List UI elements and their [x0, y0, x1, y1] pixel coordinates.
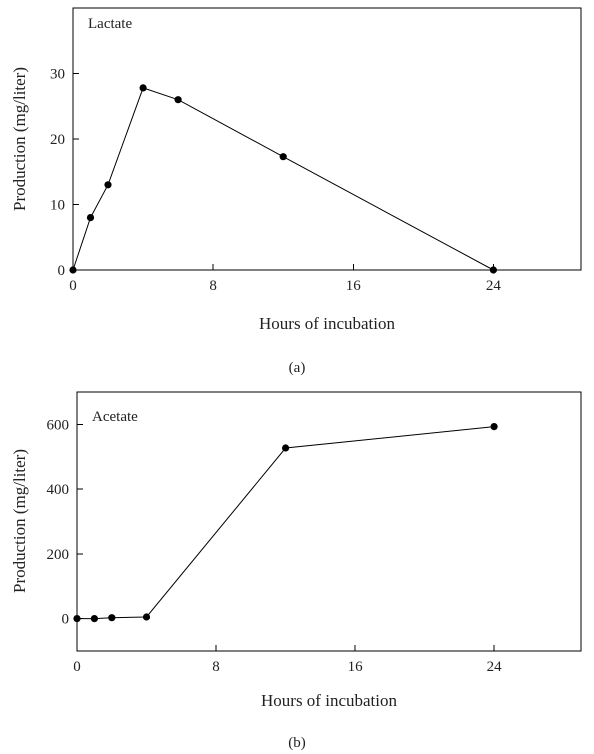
y-tick-label-b-2: 400	[47, 482, 70, 498]
x-axis-ticks-b: 0 8 16 24	[73, 645, 502, 675]
x-tick-label-a-3: 24	[486, 278, 502, 294]
data-point-b-2	[108, 614, 116, 622]
y-tick-label-a-1: 10	[50, 198, 65, 214]
data-point-a-3	[139, 84, 147, 92]
data-point-b-1	[90, 615, 98, 623]
x-axis-ticks-a: 0 8 16 24	[69, 264, 501, 294]
data-point-b-3	[142, 613, 151, 621]
series-annotation-a: Lactate	[88, 16, 132, 32]
y-axis-ticks-b: 0 200 400 600	[47, 417, 83, 628]
panel-label-b: (b)	[288, 735, 306, 751]
data-point-a-2	[104, 181, 112, 189]
y-tick-label-b-1: 200	[47, 547, 70, 563]
series-line-a	[72, 87, 494, 271]
y-tick-label-b-3: 600	[47, 417, 70, 433]
series-lactate	[69, 84, 497, 274]
x-tick-label-b-3: 24	[487, 659, 503, 675]
series-annotation-b: Acetate	[92, 409, 138, 425]
y-tick-label-a-0: 0	[58, 263, 66, 279]
panel-a: Lactate 0 8 16 24 0 10 20 30 Hours of incubati…	[10, 7, 582, 376]
y-tick-label-a-2: 20	[50, 132, 65, 148]
data-point-a-0	[69, 266, 77, 274]
series-line-b	[77, 426, 495, 620]
y-axis-label-a: Production (mg/liter)	[10, 67, 29, 211]
y-tick-label-b-0: 0	[62, 612, 70, 628]
y-tick-label-a-3: 30	[50, 67, 65, 83]
data-point-a-5	[279, 153, 287, 161]
y-axis-label-b: Production (mg/liter)	[10, 449, 29, 593]
panel-label-a: (a)	[289, 360, 306, 376]
data-point-a-4	[174, 96, 182, 104]
data-point-a-1	[86, 214, 95, 222]
x-tick-label-a-1: 8	[209, 278, 217, 294]
x-tick-label-b-0: 0	[73, 659, 81, 675]
x-tick-label-b-1: 8	[212, 659, 220, 675]
x-tick-label-a-2: 16	[346, 278, 362, 294]
data-point-b-5	[490, 423, 498, 431]
plot-frame-b	[76, 391, 582, 652]
x-tick-label-b-2: 16	[348, 659, 364, 675]
plot-frame-a	[72, 7, 582, 271]
y-axis-ticks-a: 0 10 20 30	[50, 67, 79, 279]
x-axis-label-a: Hours of incubation	[259, 314, 395, 333]
panel-b: Acetate 0 8 16 24 0 200 400 600 Hours of incub…	[10, 391, 582, 751]
series-acetate	[73, 423, 498, 623]
data-point-a-6	[489, 266, 497, 274]
x-axis-label-b: Hours of incubation	[261, 691, 397, 710]
x-tick-label-a-0: 0	[69, 278, 77, 294]
data-point-b-4	[282, 444, 290, 452]
data-point-b-0	[73, 615, 81, 623]
